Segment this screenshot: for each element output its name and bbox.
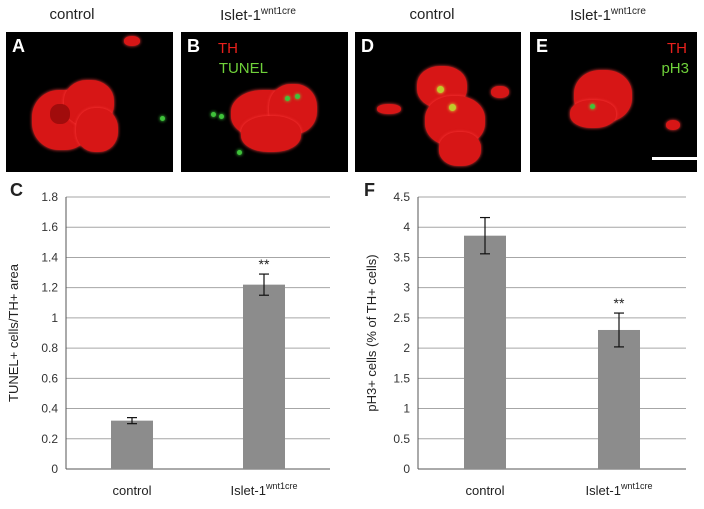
y-tick-label: 1 <box>51 311 58 325</box>
significance-label: ** <box>259 256 270 272</box>
y-tick-label: 2 <box>403 341 410 355</box>
header-islet-right: Islet-1wnt1cre <box>570 6 646 24</box>
chart-label-c: C <box>10 180 23 200</box>
significance-label: ** <box>614 295 625 311</box>
marker-label-th: TH <box>218 40 238 57</box>
th-stain-region <box>666 120 680 130</box>
bar <box>243 284 285 469</box>
y-tick-label: 4 <box>403 220 410 234</box>
y-tick-label: 2.5 <box>393 311 410 325</box>
bar <box>464 235 506 469</box>
y-tick-label: 3 <box>403 281 410 295</box>
marker-label-th: TH <box>667 40 687 57</box>
green-signal-dot <box>219 114 224 119</box>
x-category-label: Islet-1wnt1cre <box>586 481 653 498</box>
y-tick-label: 0.6 <box>41 371 58 385</box>
x-category-superscript: wnt1cre <box>265 481 298 491</box>
th-stain-region <box>124 36 140 46</box>
y-tick-label: 1 <box>403 402 410 416</box>
y-tick-label: 0.8 <box>41 341 58 355</box>
y-tick-label: 1.6 <box>41 220 58 234</box>
th-stain-region <box>439 132 481 166</box>
y-tick-label: 0.2 <box>41 432 58 446</box>
chart-panel-c: C 0 0.2 0.4 0.6 0.8 1 1.2 1.4 1.6 1.8 TUNEL+ cells… <box>0 180 350 504</box>
x-category-label: control <box>465 483 504 498</box>
panel-label-d: D <box>361 36 374 56</box>
th-stain-region <box>377 104 401 114</box>
y-axis-label: TUNEL+ cells/TH+ area <box>6 263 21 402</box>
chart-label-f: F <box>364 180 375 200</box>
green-signal-dot <box>449 104 456 111</box>
green-signal-dot <box>211 112 216 117</box>
bar-chart-f: 0 0.5 1 1.5 2 2.5 3 3.5 4 4.5 pH3+ cells (% of TH+… <box>364 190 686 498</box>
th-stain-region <box>50 104 70 124</box>
green-signal-dot <box>285 96 290 101</box>
x-category-label: control <box>112 483 151 498</box>
y-tick-label: 1.4 <box>41 250 58 264</box>
micrograph-panel-e: E TH pH3 <box>530 32 697 172</box>
th-stain-region <box>76 108 118 152</box>
panel-label-a: A <box>12 36 25 56</box>
bar-chart-c: 0 0.2 0.4 0.6 0.8 1 1.2 1.4 1.6 1.8 TUNEL+ cells/T… <box>6 190 330 498</box>
panel-label-b: B <box>187 36 200 56</box>
marker-label-tunel: TUNEL <box>218 60 268 77</box>
scale-bar <box>652 157 697 160</box>
y-tick-label: 1.8 <box>41 190 58 204</box>
y-tick-label: 1.5 <box>393 371 410 385</box>
header-control-left: control <box>49 6 95 23</box>
y-tick-label: 0 <box>51 462 58 476</box>
th-stain-region <box>491 86 509 98</box>
panel-label-e: E <box>536 36 549 56</box>
header-control-right: control <box>409 6 455 23</box>
th-stain-region <box>241 116 301 152</box>
y-axis-label: pH3+ cells (% of TH+ cells) <box>364 254 379 411</box>
y-tick-label: 0.4 <box>41 402 58 416</box>
micrograph-panel-a: A <box>6 32 173 172</box>
header-islet-left: Islet-1wnt1cre <box>220 6 296 24</box>
micrograph-panel-b: B TH TUNEL <box>181 32 348 172</box>
chart-panel-f: F 0 0.5 1 1.5 2 2.5 3 3.5 4 4.5 pH3+ cells (% of T… <box>354 180 704 504</box>
y-tick-label: 1.2 <box>41 281 58 295</box>
y-tick-label: 0 <box>403 462 410 476</box>
x-category-superscript: wnt1cre <box>620 481 653 491</box>
green-signal-dot <box>295 94 300 99</box>
bar <box>598 329 640 469</box>
micrograph-panel-d: D <box>355 32 521 172</box>
bar <box>111 420 153 469</box>
green-signal-dot <box>437 86 444 93</box>
x-category-label: Islet-1wnt1cre <box>231 481 298 498</box>
marker-label-ph3: pH3 <box>661 60 689 77</box>
green-signal-dot <box>590 104 595 109</box>
green-signal-dot <box>160 116 165 121</box>
y-tick-label: 3.5 <box>393 250 410 264</box>
green-signal-dot <box>237 150 242 155</box>
y-tick-label: 4.5 <box>393 190 410 204</box>
y-tick-label: 0.5 <box>393 432 410 446</box>
